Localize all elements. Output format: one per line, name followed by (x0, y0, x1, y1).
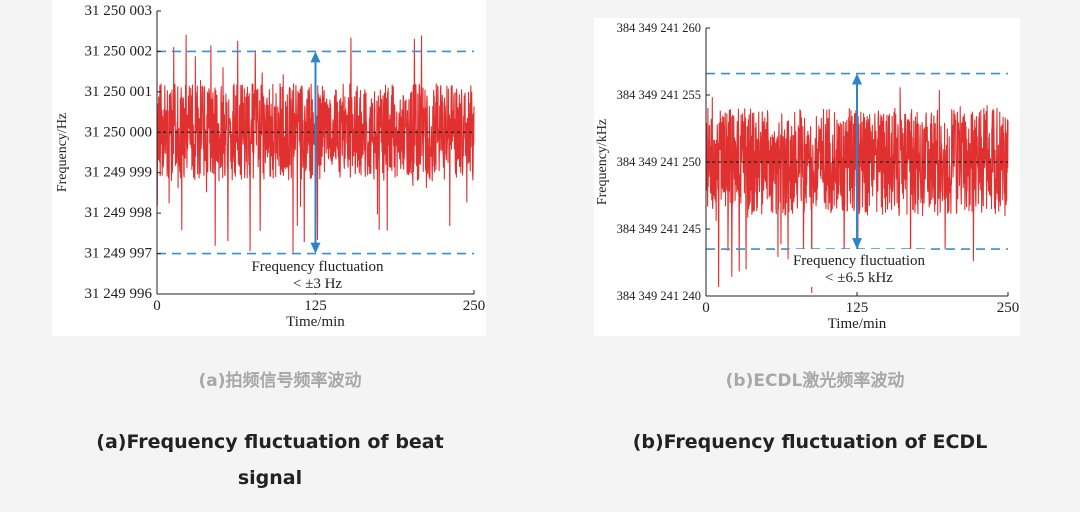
y-tick-label: 384 349 241 250 (617, 155, 701, 169)
x-tick-label: 0 (153, 298, 161, 314)
fluctuation-arrow-head-up (852, 73, 862, 85)
y-tick-label: 31 250 001 (85, 84, 153, 100)
y-tick-label: 31 250 000 (85, 124, 153, 140)
y-tick-label: 31 249 999 (85, 165, 153, 181)
caption-a-en-line1: (a)Frequency fluctuation of beat (96, 431, 444, 453)
x-axis-label: Time/min (828, 316, 887, 332)
x-tick-label: 250 (997, 300, 1020, 316)
caption-b-en: (b)Frequency fluctuation of ECDL (632, 431, 988, 453)
annotation-line1: Frequency fluctuation (793, 253, 926, 269)
y-tick-label: 384 349 241 260 (617, 21, 701, 35)
chart-a: 31 249 996 31 249 997 31 249 998 31 249 999… (55, 3, 486, 330)
y-tick-label: 31 249 998 (85, 205, 153, 221)
x-tick-label: 250 (463, 298, 486, 314)
y-axis-label: Frequency/kHz (595, 119, 610, 205)
y-axis-label: Frequency/Hz (55, 113, 70, 192)
y-tick-label: 384 349 241 255 (617, 88, 701, 102)
y-tick-label: 31 249 996 (85, 286, 153, 302)
y-tick-label: 31 250 003 (85, 3, 153, 19)
chart-panel-b: 384 349 241 240 384 349 241 245 384 349 24… (594, 18, 1020, 336)
annotation-line1: Frequency fluctuation (251, 259, 384, 275)
fluctuation-arrow-head-down (852, 238, 862, 250)
y-tick-label: 384 349 241 240 (617, 289, 701, 303)
x-tick-label: 125 (304, 298, 327, 314)
chart-b: 384 349 241 240 384 349 241 245 384 349 24… (595, 21, 1020, 332)
x-tick-label: 125 (846, 300, 869, 316)
chart-panel-a: 31 249 996 31 249 997 31 249 998 31 249 999… (52, 0, 486, 336)
caption-b-cn: (b)ECDL激光频率波动 (725, 371, 905, 391)
y-tick-label: 31 249 997 (85, 246, 153, 262)
caption-a-en: (a)Frequency fluctuation of beat signal (50, 424, 490, 496)
annotation-bg (789, 249, 925, 287)
annotation-line2: < ±6.5 kHz (825, 270, 893, 286)
fluctuation-arrow-head-down (310, 242, 321, 254)
x-axis-label: Time/min (286, 314, 345, 330)
fluctuation-arrow-head-up (310, 51, 321, 63)
caption-a-cn: (a)拍频信号频率波动 (198, 371, 362, 391)
caption-a-en-line2: signal (237, 467, 303, 489)
y-tick-label: 384 349 241 245 (617, 222, 701, 236)
x-tick-label: 0 (702, 300, 710, 316)
y-tick-label: 31 250 002 (85, 43, 153, 59)
annotation-line2: < ±3 Hz (293, 276, 343, 292)
annotation-bg (247, 255, 384, 293)
